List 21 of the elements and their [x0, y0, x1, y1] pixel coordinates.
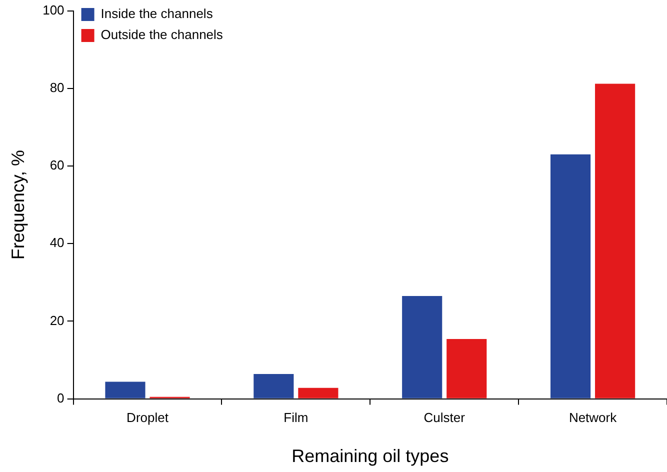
legend-label: Outside the channels	[100, 27, 224, 42]
x-tick-label: Culster	[424, 410, 466, 426]
y-tick-label: 20	[50, 312, 64, 328]
bar	[298, 388, 338, 398]
bar	[595, 84, 636, 398]
y-tick-label: 100	[42, 2, 64, 18]
x-tick-label: Film	[284, 410, 308, 426]
bar	[550, 154, 591, 398]
bar	[254, 374, 294, 398]
bar	[402, 296, 442, 398]
x-axis-title: Remaining oil types	[292, 446, 449, 466]
y-tick-label: 60	[50, 158, 64, 173]
y-tick-label: 40	[50, 235, 64, 250]
x-tick-label: Droplet	[126, 410, 169, 426]
y-tick-label: 0	[57, 390, 64, 406]
x-tick-label: Network	[568, 410, 618, 426]
legend-label: Inside the channels	[100, 6, 214, 22]
bar	[446, 339, 487, 398]
bar	[105, 382, 146, 398]
y-axis-title: Frequency, %	[8, 150, 28, 260]
y-tick-label: 80	[50, 80, 64, 95]
